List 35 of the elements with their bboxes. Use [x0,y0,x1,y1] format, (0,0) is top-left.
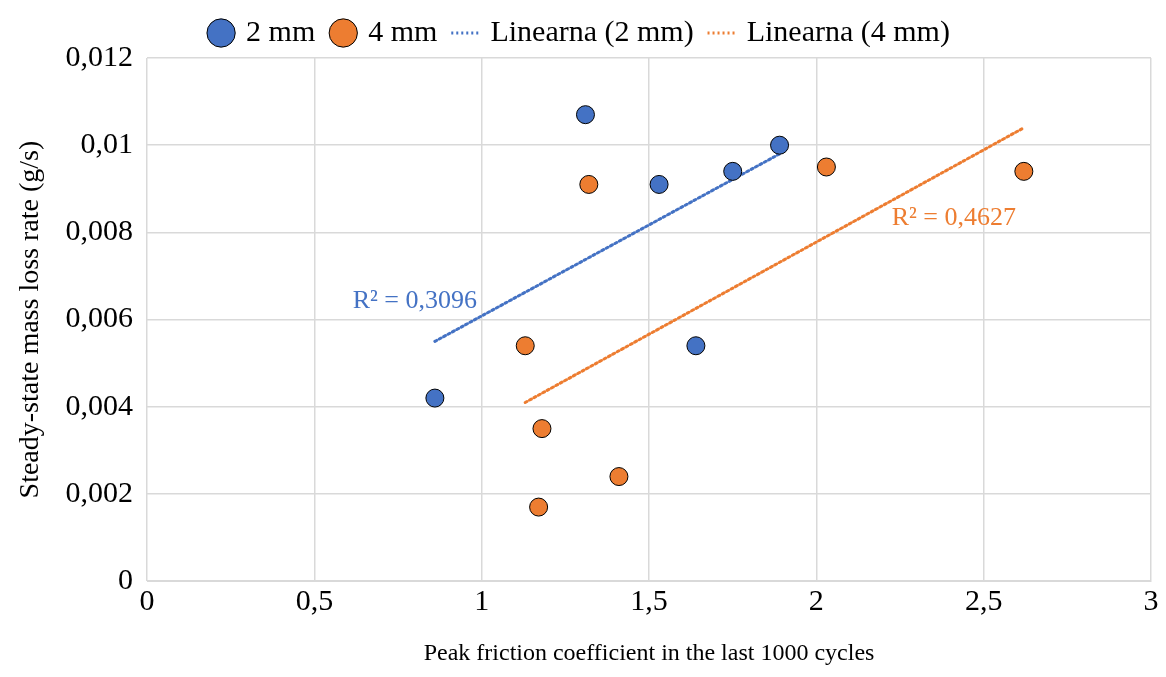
y-tick-label: 0,008 [65,213,134,247]
annotation: R² = 0,4627 [891,201,1016,231]
x-tick-label: 1 [474,583,490,617]
point [723,161,743,181]
x-tick-label: 3 [1143,583,1159,617]
y-axis-title: Steady-state mass loss rate (g/s) [13,140,45,499]
point [532,419,552,439]
point [529,497,549,517]
y-tick-label: 0 [118,562,134,596]
point [609,467,629,487]
legend-label: Linearna (4 mm) [746,13,950,48]
point [649,174,669,194]
point [515,336,535,356]
annotation: R² = 0,3096 [352,285,478,315]
x-tick-label: 0,5 [295,583,334,617]
y-tick-label: 0,01 [80,126,134,160]
point [816,157,836,177]
point [425,388,445,408]
y-tick-label: 0,006 [65,300,134,334]
x-axis-title: Peak friction coefficient in the last 1000 cycles [423,638,875,665]
point [770,135,790,155]
x-tick-label: 2,5 [964,583,1003,617]
point [1014,161,1034,181]
legend-label: 4 mm [368,13,438,47]
point [579,174,599,194]
point [575,105,595,125]
x-tick-label: 2 [808,583,824,617]
y-tick-label: 0,004 [65,387,134,421]
y-tick-label: 0,002 [65,474,134,508]
point [686,336,706,356]
legend-label: Linearna (2 mm) [490,13,694,48]
x-tick-label: 1,5 [630,583,668,617]
legend-label: 2 mm [246,13,316,47]
y-tick-label: 0,012 [65,38,134,72]
x-tick-label: 0 [139,583,155,617]
